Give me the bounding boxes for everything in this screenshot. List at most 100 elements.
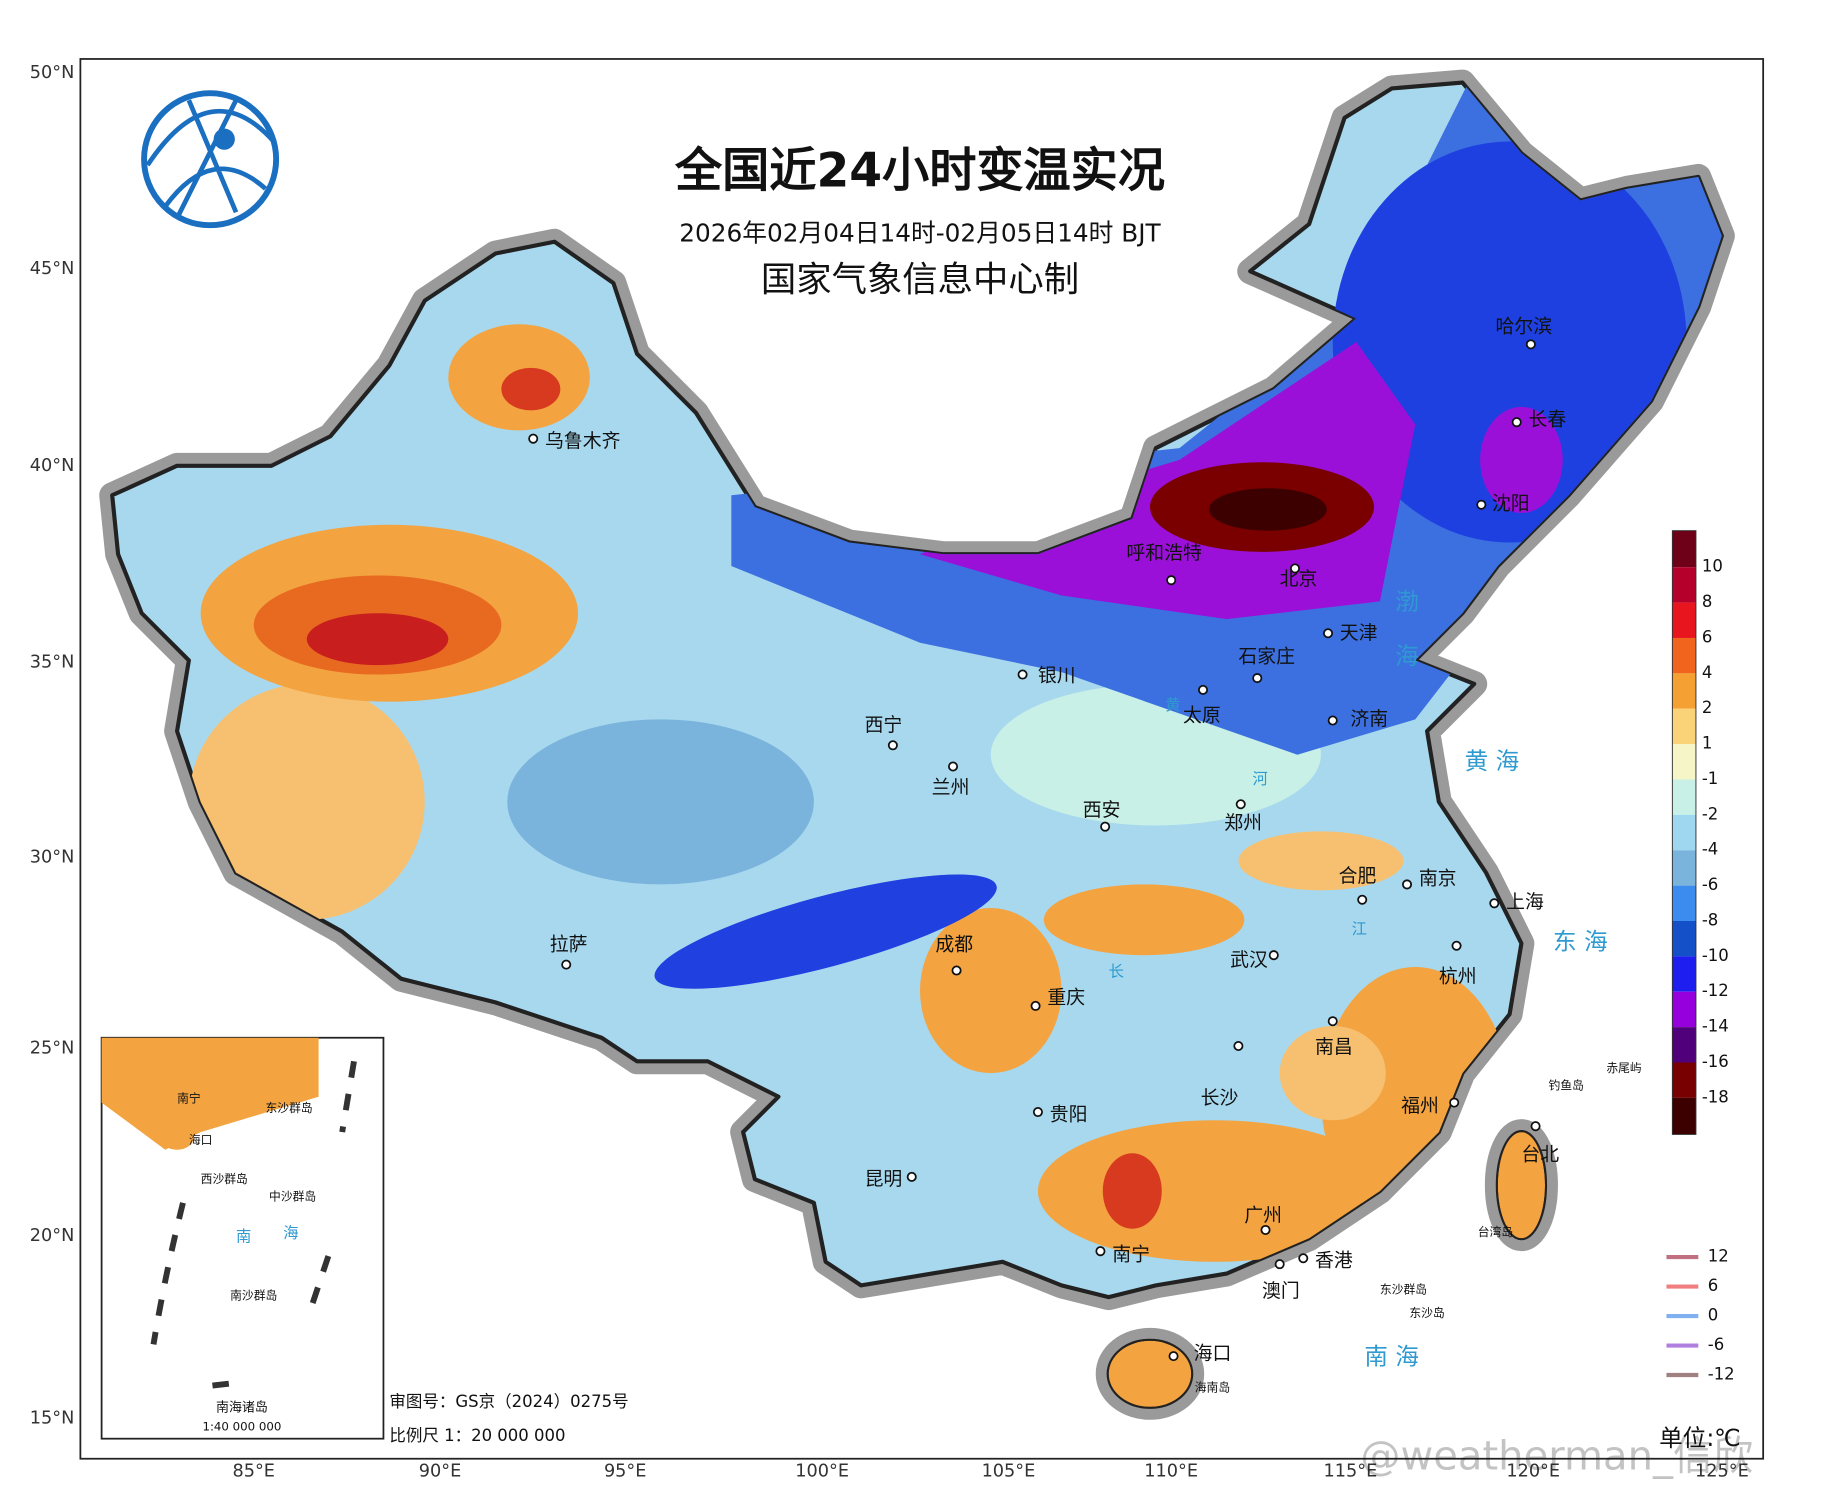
color-label: 6 (1702, 627, 1713, 646)
city-label: 海口 (1194, 1343, 1232, 1365)
city-marker (1402, 879, 1413, 890)
color-band (1672, 814, 1696, 851)
lon-label: 125°E (1695, 1461, 1749, 1481)
color-band (1672, 673, 1696, 709)
river-label: 江 (1352, 920, 1367, 938)
approval-number: 审图号：GS京（2024）0275号 (389, 1392, 628, 1411)
color-band (1672, 956, 1696, 992)
city-marker (1530, 1121, 1541, 1132)
color-legend: 10 8 6 4 2 1 -1 -2 -4 -6 -8 -10 -12 -14 -16 -18 (1671, 530, 1729, 1135)
city-label: 贵阳 (1050, 1103, 1088, 1125)
color-label: -6 (1702, 875, 1718, 894)
river-label: 黄 (1165, 696, 1180, 714)
city-label: 长沙 (1201, 1087, 1239, 1109)
lon-label: 115°E (1324, 1461, 1378, 1481)
sea-label: 南 海 (1364, 1342, 1419, 1370)
lon-label: 110°E (1144, 1461, 1198, 1481)
logo (141, 90, 280, 229)
city-marker (1030, 1000, 1041, 1011)
river-label: 河 (1253, 770, 1268, 788)
color-label: 4 (1702, 663, 1713, 682)
sea-label: 渤 (1395, 588, 1419, 616)
color-label: -14 (1702, 1017, 1729, 1036)
island-label: 赤尾屿 (1606, 1061, 1642, 1075)
city-label: 昆明 (865, 1168, 903, 1190)
sea-label: 东 海 (1553, 927, 1608, 955)
line-label: 12 (1708, 1247, 1729, 1266)
city-marker (1017, 669, 1028, 680)
inset-scale: 1:40 000 000 (202, 1419, 281, 1433)
line-label: 6 (1708, 1276, 1719, 1295)
city-label: 哈尔滨 (1495, 316, 1552, 338)
lon-label: 85°E (232, 1461, 275, 1481)
title: 全国近24小时变温实况 (674, 143, 1165, 198)
color-label: -18 (1702, 1087, 1729, 1106)
inset-sea-label: 海 (283, 1224, 298, 1242)
river-label: 长 (1109, 962, 1124, 980)
lat-label: 40°N (30, 456, 75, 476)
color-label: -10 (1702, 946, 1729, 965)
city-marker (1095, 1246, 1106, 1257)
color-band (1672, 744, 1696, 780)
inset-label: 南沙群岛 (230, 1289, 277, 1303)
city-marker (528, 433, 539, 444)
city-marker (1449, 1097, 1460, 1108)
subtitle: 2026年02月04日14时-02月05日14时 BJT (679, 219, 1161, 248)
city-marker (948, 761, 959, 772)
city-marker (1168, 1351, 1179, 1362)
color-band (1672, 637, 1696, 674)
inset-title: 南海诸岛 (216, 1400, 268, 1416)
latitude-axis: 50°N 45°N 40°N 35°N 30°N 25°N 20°N 15°N (30, 63, 75, 1429)
color-label: -4 (1702, 840, 1718, 859)
city-label: 西安 (1083, 799, 1121, 821)
inset-label: 西沙群岛 (201, 1172, 248, 1186)
line-label: 0 (1708, 1306, 1719, 1325)
color-label: -1 (1702, 769, 1718, 788)
city-label: 上海 (1506, 891, 1544, 913)
map-scale: 比例尺 1：20 000 000 (389, 1426, 565, 1445)
color-band (1672, 991, 1696, 1028)
city-label: 香港 (1315, 1250, 1353, 1272)
color-band (1672, 567, 1696, 603)
city-label: 重庆 (1047, 987, 1085, 1009)
color-label: 2 (1702, 698, 1713, 717)
color-label: 8 (1702, 592, 1713, 611)
lon-label: 95°E (604, 1461, 647, 1481)
island-label: 东沙群岛 (1380, 1283, 1427, 1297)
watermark: @weatherman_信欣 (1360, 1433, 1753, 1479)
color-label: -16 (1702, 1052, 1729, 1071)
city-marker (1476, 499, 1487, 510)
city-marker (1274, 1259, 1285, 1270)
city-label: 呼和浩特 (1126, 542, 1202, 564)
city-label: 杭州 (1439, 965, 1477, 987)
city-label: 西宁 (865, 714, 903, 736)
lon-label: 105°E (982, 1461, 1036, 1481)
city-label: 郑州 (1224, 812, 1262, 834)
city-marker (1260, 1224, 1271, 1235)
city-label: 乌鲁木齐 (545, 430, 621, 452)
city-marker (1525, 339, 1536, 350)
city-label: 合肥 (1339, 865, 1377, 887)
color-label: -2 (1702, 804, 1718, 823)
color-band (1672, 530, 1696, 568)
lat-label: 30°N (30, 847, 75, 867)
city-label: 天津 (1340, 622, 1378, 644)
lon-label: 100°E (795, 1461, 849, 1481)
color-band (1672, 602, 1696, 638)
line-label: -12 (1708, 1365, 1735, 1384)
water-labels: 渤 海 黄 海 东 海 南 海 黄 河 长 江 (1109, 588, 1608, 1371)
color-band (1672, 708, 1696, 745)
color-label: -12 (1702, 981, 1729, 1000)
color-band (1672, 1027, 1696, 1063)
city-marker (1268, 950, 1279, 961)
line-legend: 12 6 0 -6 -12 (1666, 1247, 1735, 1384)
inset-label: 南宁 (177, 1092, 201, 1106)
sea-label: 黄 海 (1465, 747, 1520, 775)
lon-label: 90°E (419, 1461, 462, 1481)
inset-label: 中沙群岛 (269, 1189, 316, 1203)
color-label: 10 (1702, 557, 1723, 576)
island-label: 海南岛 (1195, 1381, 1230, 1395)
